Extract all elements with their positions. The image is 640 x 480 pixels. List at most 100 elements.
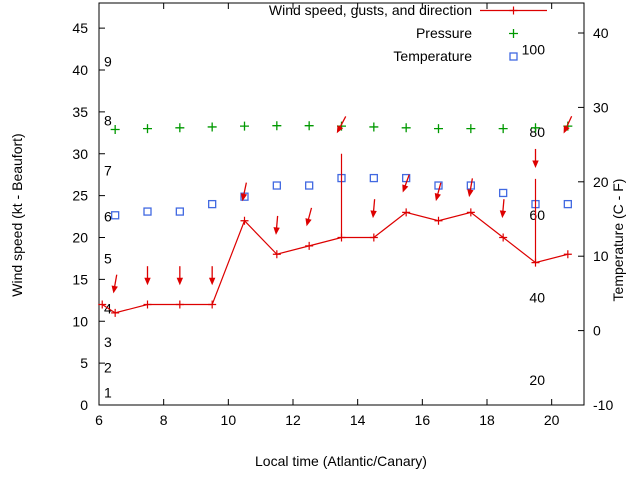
plot-border xyxy=(98,2,585,406)
x-tick-label: 18 xyxy=(479,412,495,428)
x-axis-title: Local time (Atlantic/Canary) xyxy=(255,453,427,469)
wind-direction-arrow xyxy=(467,178,474,198)
pressure-point xyxy=(240,121,249,131)
y-right-tick-label: 10 xyxy=(593,248,609,264)
pressure-point xyxy=(143,124,152,134)
wind-speed-point xyxy=(434,216,443,225)
wind-direction-arrow xyxy=(273,215,280,235)
y-left-tick-label: 40 xyxy=(72,62,88,78)
wind-direction-arrow xyxy=(305,207,313,227)
temperature-point xyxy=(563,199,572,209)
x-tick-label: 14 xyxy=(350,412,366,428)
wind-speed-point xyxy=(98,300,107,309)
y-left-tick-label: 10 xyxy=(72,313,88,329)
x-tick-label: 10 xyxy=(221,412,237,428)
arrow-head xyxy=(305,218,312,227)
x-tick-label: 20 xyxy=(544,412,560,428)
y-right-tick-label: 30 xyxy=(593,99,609,115)
wind-speed-point xyxy=(175,300,184,309)
y-right-tick-label: -10 xyxy=(593,397,613,413)
wind-speed-point xyxy=(240,216,249,225)
legend-square-marker xyxy=(509,52,518,61)
y-right-tick-label: 40 xyxy=(593,25,609,41)
y-left-tick-label: 25 xyxy=(72,188,88,204)
wind-speed-point xyxy=(111,308,120,317)
y-left-tick-label: 15 xyxy=(72,271,88,287)
beaufort-scale-label: 3 xyxy=(104,334,112,350)
wind-direction-arrow xyxy=(370,199,377,219)
fahrenheit-scale-label: 100 xyxy=(522,42,546,58)
wind-direction-arrow xyxy=(144,266,151,286)
pressure-point xyxy=(434,124,443,134)
legend-label: Temperature xyxy=(393,48,472,64)
legend-plus-marker xyxy=(509,29,518,38)
wind-direction-arrow xyxy=(563,116,573,134)
arrow-head xyxy=(467,189,474,198)
y-left-tick-label: 0 xyxy=(80,397,88,413)
pressure-point xyxy=(401,123,411,133)
wind-direction-arrow xyxy=(434,182,442,202)
wind-speed-point xyxy=(499,233,508,242)
arrow-head xyxy=(434,193,441,202)
y-axis-title-left: Wind speed (kt - Beaufort) xyxy=(9,133,25,296)
pressure-point xyxy=(272,121,282,131)
wind-direction-arrow xyxy=(532,148,539,168)
beaufort-scale-label: 5 xyxy=(104,250,112,266)
wind-direction-arrow xyxy=(499,199,507,219)
beaufort-scale-label: 7 xyxy=(104,163,112,179)
pressure-point xyxy=(498,124,508,134)
beaufort-scale-label: 2 xyxy=(104,359,112,375)
wind-direction-arrow xyxy=(336,116,347,134)
wind-direction-arrow xyxy=(402,174,410,193)
y-left-tick-label: 35 xyxy=(72,104,88,120)
fahrenheit-scale-label: 40 xyxy=(529,290,545,306)
x-tick-label: 12 xyxy=(285,412,301,428)
x-tick-label: 16 xyxy=(415,412,431,428)
y-left-tick-label: 5 xyxy=(80,355,88,371)
arrow-head xyxy=(370,210,377,219)
x-tick-label: 6 xyxy=(95,412,103,428)
wind-speed-point xyxy=(272,250,281,259)
temperature-point xyxy=(175,207,184,216)
temperature-point xyxy=(272,181,281,190)
pressure-point xyxy=(207,122,217,132)
y-axis-title-right: Temperature (C - F) xyxy=(610,179,626,302)
pressure-point xyxy=(304,121,314,131)
wind-direction-arrow xyxy=(176,266,184,286)
pressure-point xyxy=(175,123,185,133)
wind-speed-point xyxy=(466,208,475,217)
y-right-tick-label: 0 xyxy=(593,323,601,339)
wind-speed-point xyxy=(369,233,378,242)
chart-generated-layer: 6 8 10 12 14 16 18 20051015202530354045-1001020… xyxy=(72,2,613,428)
arrow-head xyxy=(208,277,216,286)
fahrenheit-scale-label: 20 xyxy=(529,372,545,388)
temperature-point xyxy=(499,188,508,198)
arrow-head xyxy=(402,184,409,193)
y-left-tick-label: 30 xyxy=(72,146,88,162)
wind-direction-arrow xyxy=(111,274,118,294)
arrow-head xyxy=(336,125,344,134)
wind-speed-point xyxy=(402,208,411,217)
wind-direction-arrow xyxy=(240,182,248,202)
fahrenheit-scale-label: 60 xyxy=(529,207,545,223)
arrow-head xyxy=(563,125,570,134)
arrow-head xyxy=(499,210,507,219)
arrow-head xyxy=(176,277,184,286)
arrow-head xyxy=(111,285,118,294)
arrow-head xyxy=(240,193,248,202)
temperature-point xyxy=(369,173,378,183)
wind-speed-point xyxy=(143,300,152,309)
arrow-head xyxy=(273,227,280,235)
temperature-point xyxy=(208,199,217,209)
y-left-tick-label: 45 xyxy=(72,20,88,36)
beaufort-scale-label: 9 xyxy=(104,54,112,70)
y-right-tick-label: 20 xyxy=(593,174,609,190)
legend-label: Pressure xyxy=(416,25,472,41)
pressure-point xyxy=(466,124,476,134)
arrow-head xyxy=(532,160,539,168)
legend-plus-marker xyxy=(509,6,518,15)
arrow-head xyxy=(144,277,151,286)
y-left-tick-label: 20 xyxy=(72,230,88,246)
